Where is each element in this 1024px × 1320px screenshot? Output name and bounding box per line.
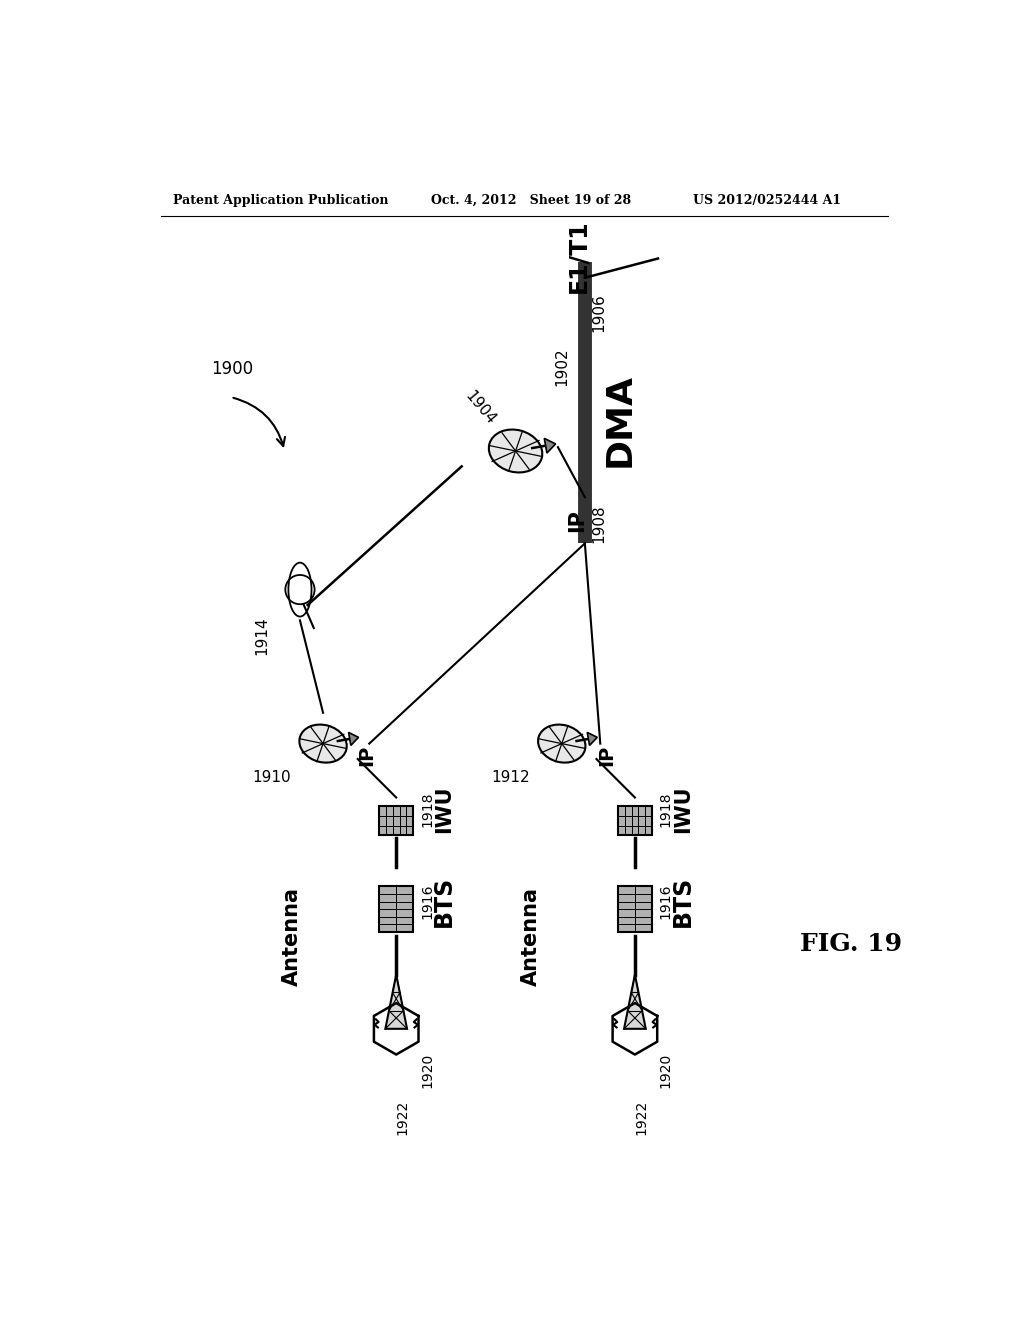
Text: 1918: 1918 — [658, 791, 673, 826]
Text: 1918: 1918 — [420, 791, 434, 826]
Text: 1920: 1920 — [658, 1053, 673, 1089]
Text: IWU: IWU — [434, 785, 454, 833]
Text: 1910: 1910 — [252, 770, 291, 785]
Text: 1904: 1904 — [462, 388, 498, 428]
Text: 1912: 1912 — [490, 770, 529, 785]
Text: BTS: BTS — [671, 876, 694, 927]
Text: E1/T1: E1/T1 — [566, 219, 591, 293]
Ellipse shape — [488, 429, 543, 473]
Bar — [379, 886, 414, 932]
Bar — [379, 807, 414, 836]
Text: 1916: 1916 — [658, 883, 673, 919]
Text: Oct. 4, 2012   Sheet 19 of 28: Oct. 4, 2012 Sheet 19 of 28 — [431, 194, 631, 207]
Text: IP: IP — [357, 744, 377, 766]
Text: 1922: 1922 — [395, 1100, 410, 1135]
Text: 1914: 1914 — [254, 616, 269, 655]
Bar — [617, 886, 652, 932]
Polygon shape — [624, 974, 646, 1028]
Text: 1920: 1920 — [420, 1053, 434, 1089]
Text: IP: IP — [597, 744, 615, 766]
Text: 1900: 1900 — [211, 360, 254, 378]
FancyArrowPatch shape — [233, 397, 285, 446]
Text: US 2012/0252444 A1: US 2012/0252444 A1 — [692, 194, 841, 207]
Text: Antenna: Antenna — [283, 887, 302, 986]
Text: IWU: IWU — [673, 785, 692, 833]
Text: IP: IP — [567, 510, 587, 532]
Text: 1908: 1908 — [591, 504, 606, 544]
Text: 1906: 1906 — [591, 293, 606, 331]
Text: FIG. 19: FIG. 19 — [801, 932, 902, 956]
Polygon shape — [348, 733, 358, 746]
Text: 1922: 1922 — [634, 1100, 648, 1135]
Polygon shape — [545, 438, 556, 453]
Polygon shape — [385, 974, 408, 1028]
Ellipse shape — [538, 725, 586, 763]
Text: DMA: DMA — [602, 374, 637, 467]
Text: Antenna: Antenna — [521, 887, 541, 986]
Text: 1916: 1916 — [420, 883, 434, 919]
Polygon shape — [587, 733, 597, 746]
Text: 1902: 1902 — [554, 347, 569, 385]
Text: Patent Application Publication: Patent Application Publication — [173, 194, 388, 207]
Bar — [617, 807, 652, 836]
Text: BTS: BTS — [432, 876, 456, 927]
Ellipse shape — [299, 725, 347, 763]
